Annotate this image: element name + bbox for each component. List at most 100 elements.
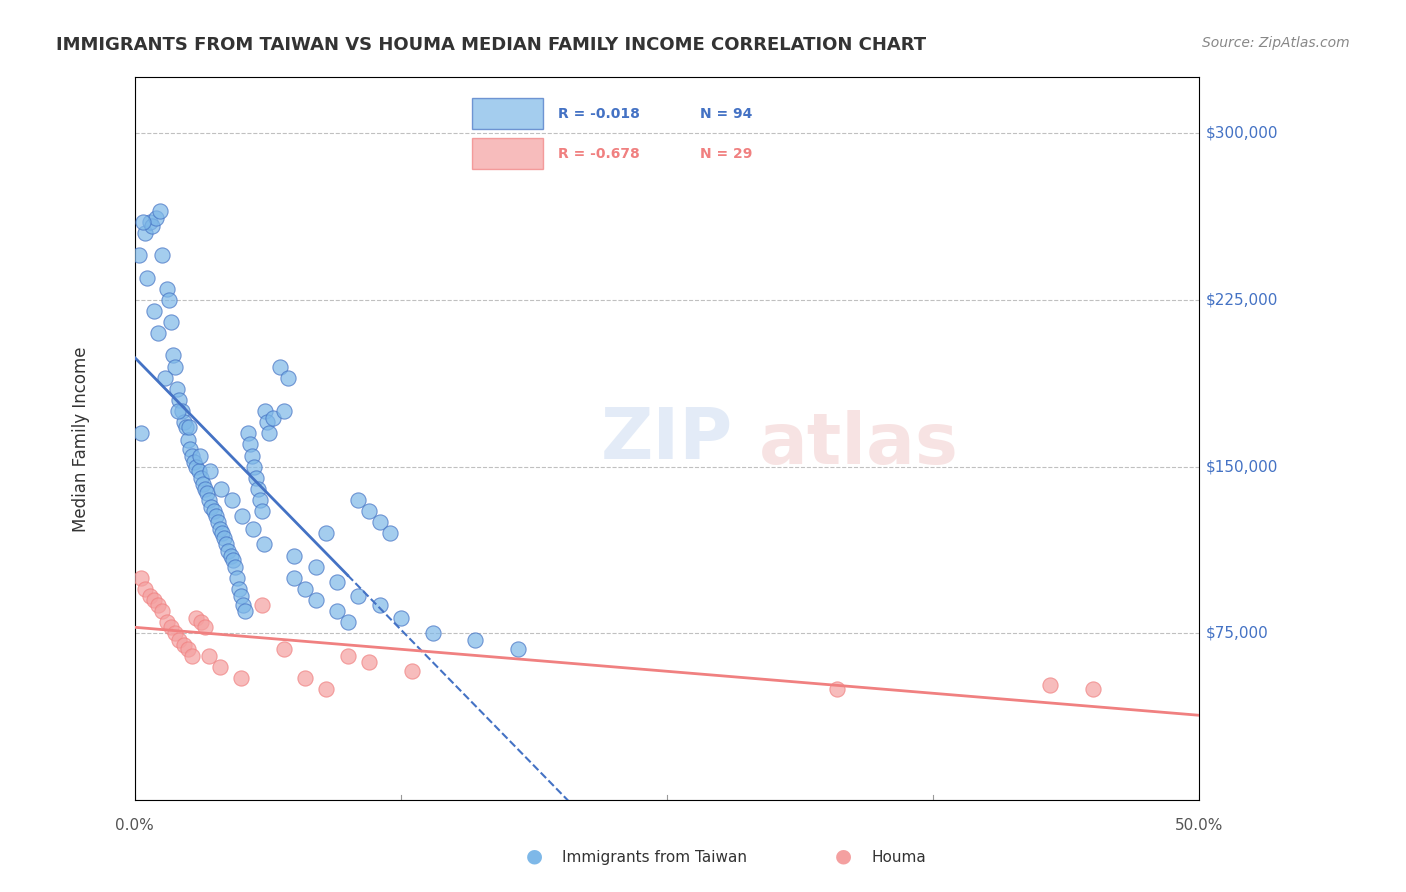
Point bbox=[368, 515, 391, 529]
Point bbox=[142, 304, 165, 318]
Text: ●: ● bbox=[526, 847, 543, 865]
Point bbox=[226, 571, 249, 585]
Text: $300,000: $300,000 bbox=[1206, 126, 1278, 141]
Point bbox=[166, 382, 188, 396]
Point bbox=[169, 633, 191, 648]
Text: $75,000: $75,000 bbox=[1206, 626, 1268, 641]
Point bbox=[169, 392, 191, 407]
Point bbox=[827, 681, 849, 696]
Point bbox=[198, 648, 221, 663]
Point bbox=[136, 270, 159, 285]
Point bbox=[191, 477, 214, 491]
Text: Source: ZipAtlas.com: Source: ZipAtlas.com bbox=[1202, 36, 1350, 50]
Point bbox=[252, 504, 274, 518]
Point bbox=[357, 656, 380, 670]
Point bbox=[146, 326, 169, 341]
Text: R = -0.678: R = -0.678 bbox=[558, 147, 640, 161]
Point bbox=[187, 464, 209, 478]
Point bbox=[152, 604, 174, 618]
Point bbox=[190, 615, 212, 630]
Point bbox=[252, 537, 274, 551]
Point bbox=[247, 482, 270, 496]
Point bbox=[326, 604, 349, 618]
Point bbox=[177, 419, 200, 434]
Point bbox=[219, 549, 242, 563]
Point bbox=[326, 575, 349, 590]
Point bbox=[194, 482, 217, 496]
Point bbox=[232, 598, 254, 612]
Point bbox=[273, 404, 295, 418]
Point bbox=[245, 471, 267, 485]
Point bbox=[506, 642, 529, 657]
Point bbox=[188, 449, 211, 463]
Point bbox=[173, 638, 195, 652]
Point bbox=[253, 404, 276, 418]
Point bbox=[179, 442, 201, 456]
Point bbox=[283, 571, 305, 585]
Point bbox=[242, 522, 264, 536]
Point bbox=[368, 598, 391, 612]
Point bbox=[152, 248, 174, 262]
Point bbox=[204, 508, 226, 523]
Point bbox=[194, 620, 217, 634]
Point bbox=[198, 493, 221, 508]
Point bbox=[240, 449, 263, 463]
Point bbox=[221, 493, 243, 508]
Point bbox=[174, 419, 197, 434]
Point bbox=[294, 671, 316, 685]
Point bbox=[181, 449, 204, 463]
Point bbox=[464, 633, 486, 648]
Text: 0.0%: 0.0% bbox=[115, 818, 155, 833]
Point bbox=[129, 426, 152, 441]
Point bbox=[257, 426, 280, 441]
Point bbox=[235, 604, 257, 618]
Text: N = 29: N = 29 bbox=[700, 147, 752, 161]
Text: N = 94: N = 94 bbox=[700, 107, 752, 121]
Point bbox=[231, 589, 253, 603]
Point bbox=[228, 582, 250, 596]
Point bbox=[231, 508, 253, 523]
Point bbox=[211, 526, 233, 541]
Point bbox=[221, 553, 243, 567]
Point bbox=[422, 626, 444, 640]
Point bbox=[389, 611, 412, 625]
Text: R = -0.018: R = -0.018 bbox=[558, 107, 640, 121]
Point bbox=[141, 219, 163, 234]
Point bbox=[256, 415, 278, 429]
Point bbox=[243, 459, 266, 474]
Point bbox=[138, 589, 160, 603]
Text: ZIP: ZIP bbox=[600, 406, 733, 475]
Point bbox=[269, 359, 291, 374]
Point bbox=[262, 410, 284, 425]
Text: IMMIGRANTS FROM TAIWAN VS HOUMA MEDIAN FAMILY INCOME CORRELATION CHART: IMMIGRANTS FROM TAIWAN VS HOUMA MEDIAN F… bbox=[56, 36, 927, 54]
Text: Immigrants from Taiwan: Immigrants from Taiwan bbox=[562, 850, 748, 865]
Point bbox=[380, 526, 402, 541]
Text: Houma: Houma bbox=[872, 850, 927, 865]
Point bbox=[1081, 681, 1104, 696]
Point bbox=[252, 598, 274, 612]
Point bbox=[305, 593, 328, 607]
Point bbox=[190, 471, 212, 485]
Point bbox=[173, 415, 195, 429]
Point bbox=[202, 504, 225, 518]
Point bbox=[208, 522, 231, 536]
Point bbox=[236, 426, 259, 441]
Text: Median Family Income: Median Family Income bbox=[73, 346, 90, 532]
Point bbox=[149, 203, 172, 218]
Point bbox=[186, 459, 208, 474]
Point bbox=[315, 681, 337, 696]
Point bbox=[209, 482, 232, 496]
Point bbox=[336, 648, 359, 663]
Point bbox=[134, 582, 156, 596]
Point bbox=[231, 671, 253, 685]
Point bbox=[224, 559, 246, 574]
Point bbox=[401, 665, 423, 679]
Point bbox=[165, 626, 187, 640]
Bar bbox=[472, 138, 543, 169]
Point bbox=[134, 226, 156, 240]
Text: ●: ● bbox=[835, 847, 852, 865]
Point bbox=[146, 598, 169, 612]
Point bbox=[157, 293, 180, 307]
Point bbox=[208, 660, 231, 674]
Point bbox=[212, 531, 235, 545]
